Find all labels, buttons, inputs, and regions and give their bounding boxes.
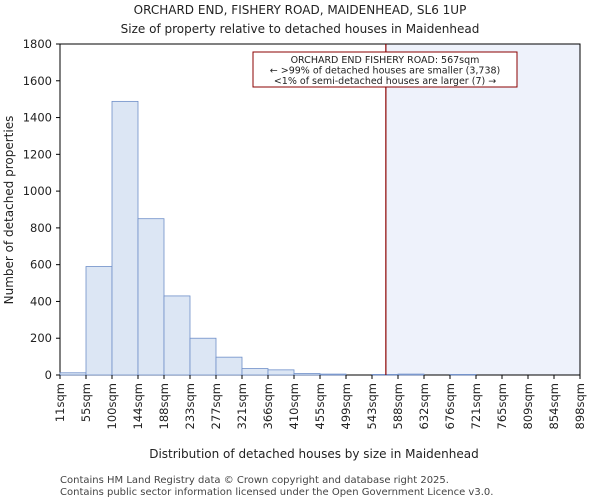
x-tick-label: 188sqm <box>157 383 171 429</box>
bar-233sqm <box>189 337 217 376</box>
marker-shade-region <box>385 44 580 375</box>
x-axis-label: Distribution of detached houses by size … <box>149 447 479 461</box>
x-tick-label: 499sqm <box>339 383 353 429</box>
x-tick-label: 410sqm <box>287 383 301 429</box>
x-tick-label: 765sqm <box>495 383 509 429</box>
y-tick-label: 1400 <box>23 111 52 125</box>
bar-588sqm <box>397 373 425 376</box>
y-tick-label: 0 <box>45 368 52 382</box>
y-tick-label: 1200 <box>23 147 52 161</box>
x-tick-label: 809sqm <box>521 383 535 429</box>
x-tick-label: 366sqm <box>261 383 275 429</box>
bar-100sqm <box>111 100 139 376</box>
x-tick-label: 721sqm <box>469 383 483 429</box>
bar-188sqm <box>163 295 191 376</box>
bar-277sqm <box>215 356 243 376</box>
y-tick-label: 1000 <box>23 184 52 198</box>
y-tick-label: 1800 <box>23 37 52 51</box>
x-tick-label: 854sqm <box>547 383 561 429</box>
chart-subtitle: Size of property relative to detached ho… <box>121 22 480 36</box>
x-tick-label: 543sqm <box>365 383 379 429</box>
x-tick-label: 321sqm <box>235 383 249 429</box>
bar-676sqm <box>449 374 477 376</box>
bar-366sqm <box>267 369 295 376</box>
bar-455sqm <box>319 373 347 376</box>
bar-11sqm <box>59 372 87 376</box>
x-tick-label: 144sqm <box>131 383 145 429</box>
x-tick-label: 898sqm <box>573 383 587 429</box>
y-tick-label: 1600 <box>23 74 52 88</box>
x-tick-label: 233sqm <box>183 383 197 429</box>
y-tick-label: 200 <box>30 331 52 345</box>
bar-410sqm <box>293 373 321 376</box>
x-tick-label: 676sqm <box>443 383 457 429</box>
x-tick-label: 11sqm <box>53 383 67 422</box>
bar-144sqm <box>137 218 165 376</box>
y-tick-label: 800 <box>30 221 52 235</box>
x-tick-label: 588sqm <box>391 383 405 429</box>
x-tick-label: 632sqm <box>417 383 431 429</box>
plot-area: 0 200 400 600 800 1000 1200 1400 1600 1800 11sqm 55… <box>23 37 587 429</box>
annotation-title: ORCHARD END FISHERY ROAD: 567sqm <box>291 55 480 66</box>
y-axis-label: Number of detached properties <box>2 116 16 305</box>
bar-543sqm <box>371 374 399 376</box>
x-tick-label: 455sqm <box>313 383 327 429</box>
chart-title: ORCHARD END, FISHERY ROAD, MAIDENHEAD, S… <box>134 3 467 17</box>
x-tick-label: 55sqm <box>79 383 93 422</box>
annotation-larger: <1% of semi-detached houses are larger (… <box>274 76 496 87</box>
footer-line-1: Contains HM Land Registry data © Crown c… <box>60 475 449 486</box>
y-tick-label: 600 <box>30 258 52 272</box>
y-tick-label: 400 <box>30 294 52 308</box>
annotation-box <box>252 51 518 88</box>
x-tick-label: 100sqm <box>105 383 119 429</box>
bar-55sqm <box>85 266 113 376</box>
annotation-smaller: ← >99% of detached houses are smaller (3… <box>270 66 501 77</box>
x-tick-label: 277sqm <box>209 383 223 429</box>
bar-321sqm <box>241 368 269 376</box>
footer-line-2: Contains public sector information licen… <box>60 487 493 498</box>
